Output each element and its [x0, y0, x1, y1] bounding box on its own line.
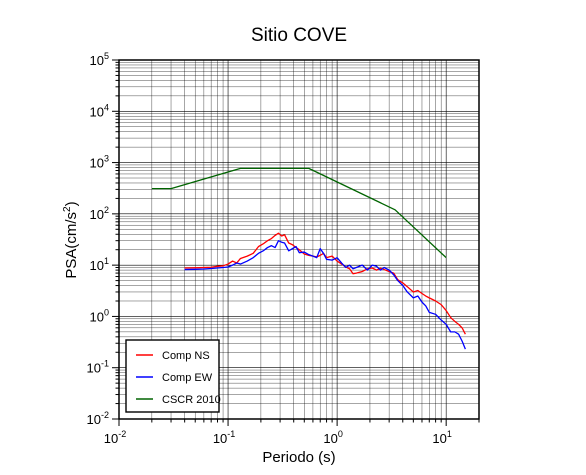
legend-box: [125, 339, 220, 413]
y-tick-label: 102: [90, 205, 109, 222]
x-tick-label: 100: [323, 429, 342, 446]
y-axis-label: PSA(cm/s2): [62, 201, 80, 278]
y-tick-label: 10-2: [87, 410, 109, 427]
y-tick-label: 103: [90, 154, 109, 171]
y-tick-label: 10-1: [87, 359, 109, 376]
y-tick-label: 104: [90, 102, 109, 119]
y-axis-ticks: 10-2 10-1 100 101 102 103 104 105: [87, 51, 119, 427]
legend-label: CSCR 2010: [162, 394, 221, 406]
x-axis-ticks: 10-2 10-1 100 101: [104, 419, 480, 446]
x-axis-label: Periodo (s): [262, 449, 335, 466]
y-tick-label: 101: [90, 256, 109, 273]
x-tick-label: 101: [432, 429, 451, 446]
grid-lines: [118, 59, 480, 420]
series-line-3: [151, 167, 447, 259]
legend: Comp NS Comp EW CSCR 2010: [125, 339, 221, 413]
legend-label: Comp NS: [162, 350, 210, 362]
y-tick-label: 105: [90, 51, 109, 68]
legend-label: Comp EW: [162, 372, 213, 384]
plot-frame: [118, 59, 480, 420]
x-tick-label: 10-2: [104, 429, 126, 446]
chart-title: Sitio COVE: [251, 25, 347, 46]
series-line-1: [184, 232, 466, 335]
y-tick-label: 100: [90, 307, 109, 324]
x-tick-label: 10-1: [213, 429, 235, 446]
series-layer: [151, 167, 466, 350]
series-line-2: [184, 240, 466, 350]
